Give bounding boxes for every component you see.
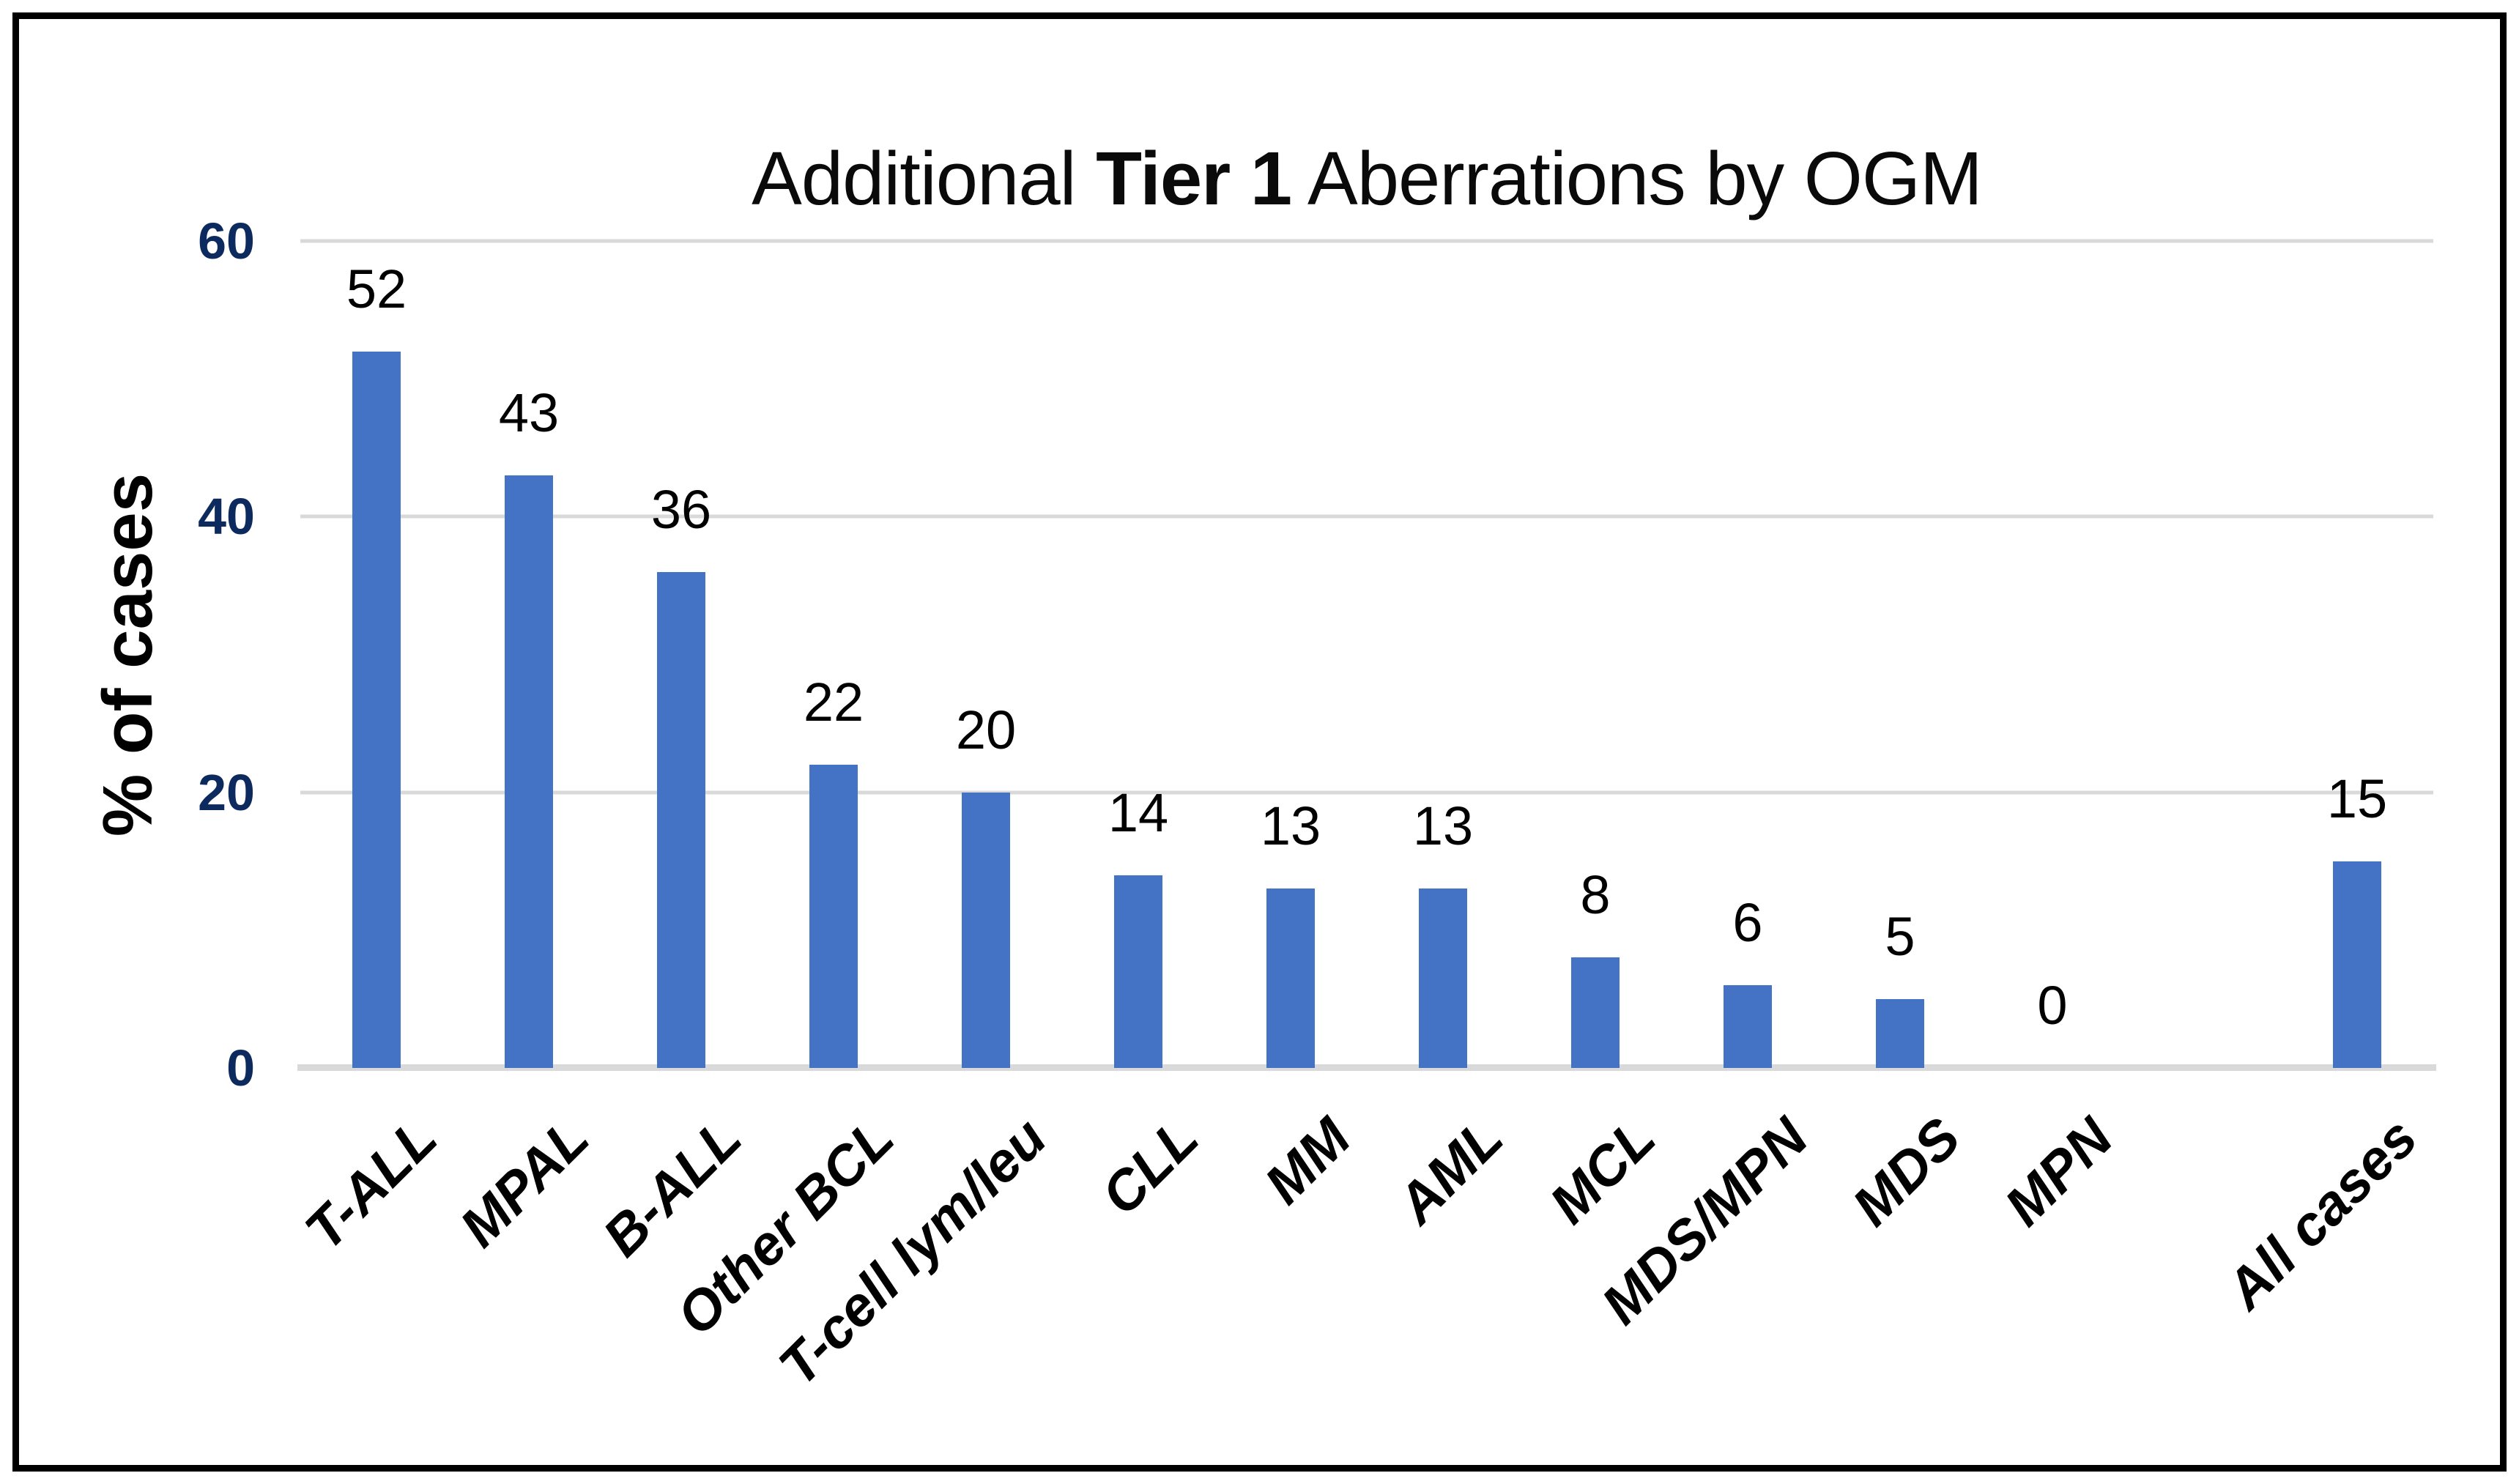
bar-value-label-T-cell lym/leu: 20 [955, 699, 1017, 760]
bar-MCL [1571, 957, 1620, 1068]
chart-frame-border [12, 12, 2507, 1472]
y-axis-title: % of cases [89, 472, 167, 837]
bar-value-label-MPN: 0 [2037, 975, 2068, 1036]
bar-value-label-All cases: 15 [2326, 768, 2388, 829]
bar-MPAL [505, 475, 553, 1068]
bar-slot-MM: 13 MM [1214, 241, 1367, 1216]
y-tick-label-60: 60 [198, 212, 255, 270]
bar-value-label-CLL: 14 [1108, 782, 1169, 843]
bar-value-label-AML: 13 [1412, 795, 1474, 857]
bar-All cases [2333, 861, 2381, 1068]
bar-value-label-B-ALL: 36 [650, 478, 712, 540]
y-tick-label-0: 0 [226, 1039, 255, 1097]
bar-slot-MDS: 5 MDS [1824, 241, 1976, 1238]
chart-title-prefix: Additional [752, 136, 1097, 220]
bar-value-label-MCL: 8 [1580, 864, 1611, 926]
bar-slot-CLL: 14 CLL [1062, 241, 1214, 1227]
empty-slot [2129, 241, 2281, 1068]
bar-slot-MPAL: 43 MPAL [448, 241, 605, 1258]
bar-slot-All cases: 15 All cases [2214, 241, 2433, 1321]
bar-value-label-Other BCL: 22 [803, 672, 864, 733]
bar-value-label-MDS/MPN: 6 [1732, 892, 1763, 954]
bar-MDS [1876, 998, 1924, 1068]
bar-T-cell lym/leu [962, 792, 1010, 1068]
gridline-20 [300, 790, 2433, 795]
bar-AML [1419, 888, 1467, 1068]
chart-title: Additional Tier 1 Aberrations by OGM [300, 136, 2433, 222]
bar-MM [1266, 888, 1315, 1068]
chart-title-bold-segment: Tier 1 [1096, 136, 1292, 220]
x-axis-line [297, 1064, 2436, 1071]
y-tick-label-40: 40 [198, 488, 255, 546]
bar-slot-T-cell lym/leu: 20 T-cell lym/leu [767, 241, 1062, 1398]
bar-slot-MDS/MPN: 6 MDS/MPN [1590, 241, 1824, 1337]
bar-T-ALL [352, 351, 401, 1068]
bar-slot-B-ALL: 36 B-ALL [591, 241, 757, 1269]
gridline-60 [300, 239, 2433, 243]
bar-MDS/MPN [1724, 985, 1772, 1068]
bar-B-ALL [657, 571, 705, 1068]
bar-slot-AML: 13 AML [1367, 241, 1519, 1236]
plot-area: 60 40 20 0 52 T-ALL 43 MPAL 36 B-ALL 22 Other BCL 2… [198, 215, 2436, 1398]
bar-value-label-MM: 13 [1260, 795, 1321, 857]
bar-slot-MPN: 0 MPN [1976, 241, 2129, 1238]
bar-slot-MCL: 8 MCL [1519, 241, 1672, 1236]
gridline-40 [300, 514, 2433, 519]
y-tick-label-20: 20 [198, 763, 255, 821]
bar-value-label-MPAL: 43 [498, 382, 560, 443]
chart-title-suffix: Aberrations by OGM [1291, 136, 1983, 220]
bar-series: 52 T-ALL 43 MPAL 36 B-ALL 22 Other BCL 20 T-cell … [293, 241, 2433, 1398]
bar-Other BCL [809, 765, 858, 1068]
bar-value-label-MDS: 5 [1885, 905, 1915, 967]
bar-slot-Other BCL: 22 Other BCL [665, 241, 910, 1348]
bar-value-label-T-ALL: 52 [346, 258, 407, 319]
bar-CLL [1114, 875, 1162, 1068]
bar-slot-T-ALL: 52 T-ALL [293, 241, 453, 1262]
